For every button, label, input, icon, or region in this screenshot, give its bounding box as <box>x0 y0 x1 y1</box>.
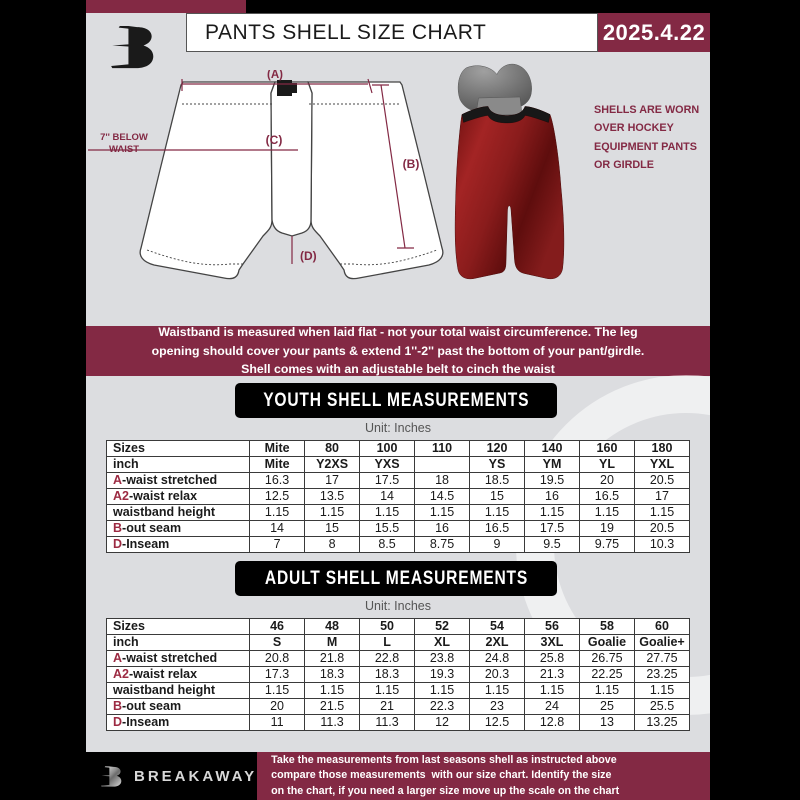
svg-text:(B): (B) <box>403 157 420 171</box>
svg-text:(A): (A) <box>267 70 283 81</box>
svg-text:(D): (D) <box>300 249 317 263</box>
svg-text:WAIST: WAIST <box>109 144 139 155</box>
svg-text:(C): (C) <box>266 133 283 147</box>
svg-text:7'' BELOW: 7'' BELOW <box>100 132 148 143</box>
